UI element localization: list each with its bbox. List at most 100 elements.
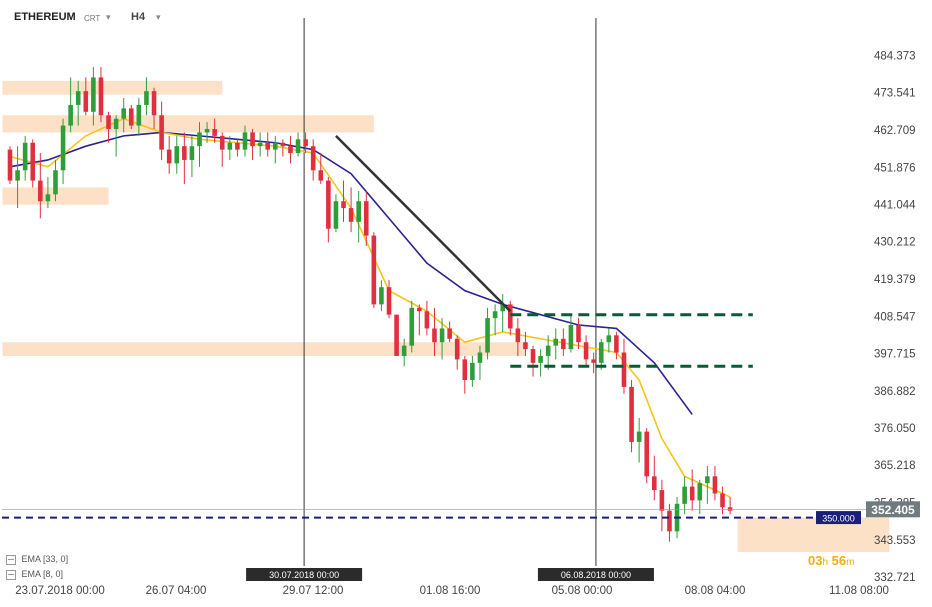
candle-body [379, 287, 384, 305]
supply-demand-zone [737, 517, 890, 552]
candle-body [22, 142, 28, 171]
candle-body [485, 318, 490, 353]
y-tick-label: 332.721 [874, 572, 916, 584]
plot-area[interactable] [2, 18, 862, 575]
indicator-icon [6, 554, 16, 565]
candle-body [523, 342, 528, 350]
timeframe-dropdown-icon[interactable]: ▾ [156, 12, 161, 22]
legend-ema-slow[interactable]: EMA [33, 0] [6, 554, 68, 565]
candle-body [689, 486, 695, 501]
candle-body [606, 335, 612, 343]
candle-body [333, 201, 339, 229]
candle-body [720, 493, 725, 508]
candle-body [576, 325, 581, 343]
candle-body [45, 194, 51, 202]
candle-body [697, 483, 703, 501]
candle-body [492, 311, 498, 319]
candle-body [91, 77, 96, 112]
y-tick-label: 376.050 [874, 423, 916, 435]
y-tick-label: 462.709 [874, 125, 916, 137]
timer-h-unit: h [822, 557, 829, 568]
candle-body [682, 486, 687, 504]
y-tick-label: 441.044 [874, 199, 916, 211]
candle-body [98, 77, 104, 116]
y-tick-label: 430.212 [874, 237, 916, 249]
event-date-label: 06.08.2018 00:00 [561, 570, 631, 580]
candle-countdown: 03h 56m [808, 553, 854, 568]
candle-body [113, 118, 119, 129]
candle-body [568, 325, 574, 350]
timer-m-unit: m [846, 557, 855, 568]
timer-hours: 03 [808, 553, 823, 568]
x-tick-label: 26.07 04:00 [146, 585, 207, 597]
candle-body [60, 125, 66, 171]
candle-body [530, 349, 536, 363]
current-price-tag [866, 501, 920, 518]
candle-body [174, 146, 180, 164]
candle-body [705, 476, 710, 484]
candle-body [470, 362, 475, 381]
y-tick-label: 484.373 [874, 51, 916, 63]
ema-8-line [9, 117, 731, 498]
candle-body [144, 91, 149, 105]
candle-body [371, 235, 377, 305]
support-price-tag [816, 511, 861, 525]
chart-type-selector[interactable]: CRT [84, 14, 101, 23]
candle-body [417, 307, 422, 312]
candle-body [652, 476, 657, 491]
candle-body [15, 170, 20, 181]
y-tick-label: 343.553 [874, 535, 916, 547]
candle-body [659, 490, 665, 511]
candle-body [128, 108, 134, 126]
candle-body [121, 108, 126, 119]
legend-ema-label: EMA [21, 569, 41, 579]
candle-body [212, 128, 217, 136]
candle-body [477, 352, 483, 363]
candle-body [561, 338, 566, 350]
timeframe-selector[interactable]: H4 [131, 11, 146, 23]
legend-ema-fast[interactable]: EMA [8, 0] [6, 569, 63, 580]
candle-body [7, 149, 13, 181]
candle-body [136, 104, 142, 126]
x-tick-label: 29.07 12:00 [283, 585, 344, 597]
candle-body [424, 311, 430, 329]
candle-body [227, 142, 233, 150]
y-tick-label: 419.379 [874, 274, 916, 286]
event-date-tag [246, 568, 363, 581]
candle-body [189, 146, 195, 160]
candle-body [356, 201, 361, 222]
current-price-label: 352.405 [871, 503, 915, 517]
candle-body [257, 142, 263, 147]
y-tick-label: 451.876 [874, 162, 916, 174]
candle-body [75, 91, 81, 105]
candle-body [598, 342, 604, 363]
y-tick-label: 386.882 [874, 386, 916, 398]
candle-body [439, 328, 445, 343]
candle-body [454, 338, 460, 360]
x-tick-label: 08.08 04:00 [685, 585, 746, 597]
x-tick-label: 11.08 08:00 [829, 585, 889, 597]
candle-body [401, 345, 407, 356]
candle-body [38, 180, 43, 202]
chart-type-dropdown-icon[interactable]: ▾ [106, 12, 111, 22]
y-tick-label: 365.218 [874, 460, 916, 472]
x-tick-label: 05.08 00:00 [552, 585, 613, 597]
candle-body [288, 146, 293, 154]
candle-body [30, 142, 36, 181]
candle-body [53, 170, 58, 195]
candle-body [348, 208, 354, 222]
candle-body [265, 142, 271, 150]
symbol-title: ETHEREUM [14, 11, 76, 23]
candle-body [235, 142, 240, 150]
candle-body [273, 142, 278, 150]
candle-body [83, 91, 89, 112]
indicator-icon [6, 569, 16, 580]
candle-body [106, 115, 111, 129]
legend-ema-label: EMA [21, 554, 41, 564]
candle-body [629, 386, 634, 442]
candle-body [409, 307, 415, 346]
candle-body [432, 328, 437, 343]
x-tick-label: 01.08 16:00 [420, 585, 481, 597]
supply-demand-zone [2, 80, 223, 95]
